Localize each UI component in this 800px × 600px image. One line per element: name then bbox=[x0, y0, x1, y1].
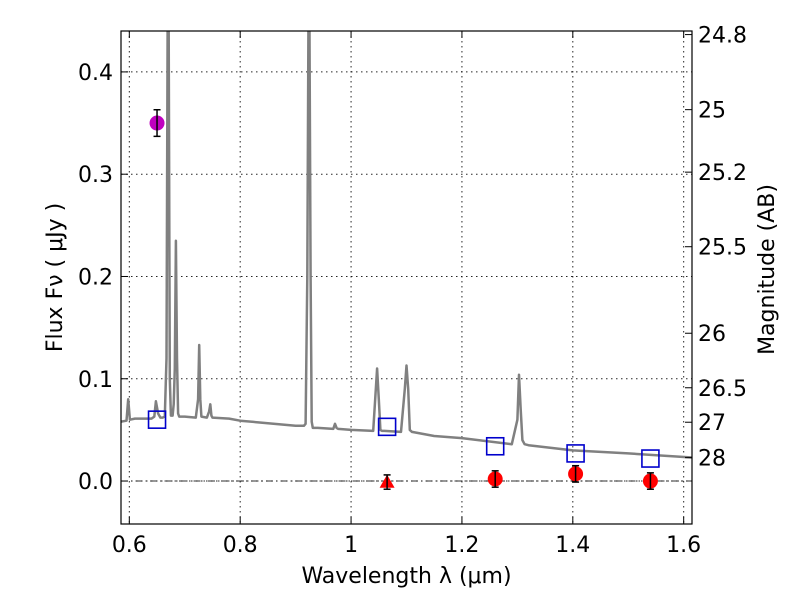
y2-tick-label: 24.8 bbox=[698, 24, 747, 49]
model-photometry-square bbox=[641, 449, 660, 468]
x-axis-label: Wavelength λ (μm) bbox=[301, 564, 511, 589]
y-axis-label: Flux Fν ( μJy ) bbox=[43, 203, 68, 352]
x-tick-label: 0.8 bbox=[223, 533, 258, 558]
model-photometry-square bbox=[566, 444, 585, 463]
model-spectrum-line bbox=[121, 31, 692, 459]
y2-tick-label: 25.5 bbox=[698, 236, 747, 261]
y2-tick-label: 25 bbox=[698, 99, 726, 124]
model-photometry-square bbox=[377, 417, 397, 437]
y-tick-label: 0.1 bbox=[78, 368, 113, 393]
y-tick-label: 0.0 bbox=[78, 470, 113, 495]
x-tick-label: 1.2 bbox=[444, 533, 479, 558]
model-photometry-square bbox=[485, 436, 505, 456]
y2-tick-label: 26.5 bbox=[698, 377, 747, 402]
ticks bbox=[121, 31, 692, 524]
observed-point bbox=[487, 470, 503, 488]
observed-point bbox=[642, 472, 658, 490]
observed-point bbox=[149, 109, 165, 138]
plot-frame bbox=[120, 30, 693, 525]
y2-axis-label: Magnitude (AB) bbox=[755, 184, 780, 355]
y-tick-label: 0.4 bbox=[78, 61, 113, 86]
x-tick-label: 0.6 bbox=[112, 533, 147, 558]
y2-tick-label: 25.2 bbox=[698, 161, 747, 186]
grid bbox=[121, 31, 692, 524]
y-tick-label: 0.3 bbox=[78, 163, 113, 188]
x-tick-label: 1.4 bbox=[555, 533, 590, 558]
data-layer bbox=[121, 31, 692, 459]
model-photometry-square bbox=[147, 410, 167, 429]
observed-point bbox=[379, 474, 395, 490]
marker-layer bbox=[147, 109, 660, 490]
y2-tick-label: 27 bbox=[698, 411, 726, 436]
x-tick-label: 1 bbox=[344, 533, 358, 558]
tick-labels: 0.6 0.8 1 1.2 1.4 1.6 0.0 0.1 0.2 0.3 0.4 24.8 25 25.… bbox=[78, 24, 747, 558]
y2-tick-label: 28 bbox=[698, 447, 726, 472]
y2-tick-label: 26 bbox=[698, 322, 726, 347]
observed-point bbox=[568, 464, 584, 483]
x-tick-label: 1.6 bbox=[666, 533, 701, 558]
y-tick-label: 0.2 bbox=[78, 265, 113, 290]
